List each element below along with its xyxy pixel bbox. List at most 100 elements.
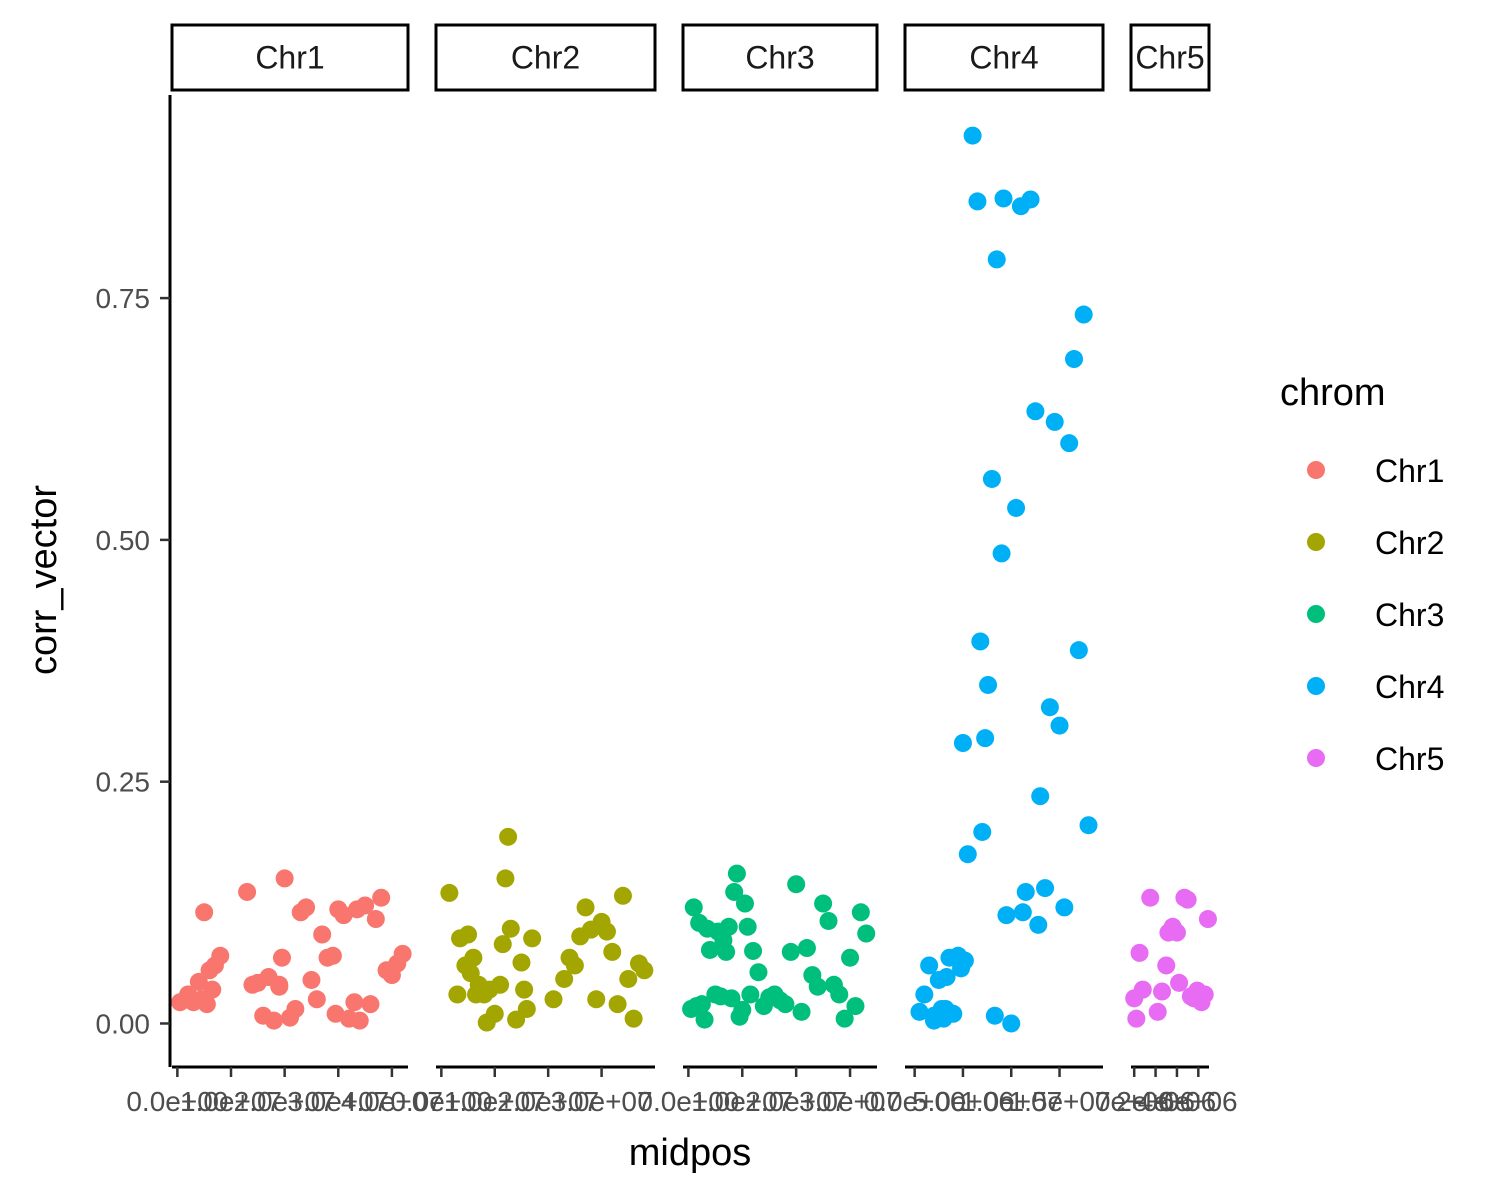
facet-strip <box>903 23 1105 92</box>
data-point <box>814 894 833 913</box>
data-point <box>1045 412 1064 431</box>
data-point <box>264 1011 283 1030</box>
facet-strip-label: Chr3 <box>745 40 814 76</box>
data-point <box>361 995 380 1014</box>
data-point <box>350 1011 369 1030</box>
x-tick-label: 1.5e+07 <box>1009 1086 1111 1117</box>
data-point <box>744 941 763 960</box>
data-point <box>787 875 806 894</box>
data-point <box>684 898 703 917</box>
x-tick-label: 4.0e+07 <box>341 1086 443 1117</box>
legend-key <box>1307 749 1325 767</box>
data-point <box>819 911 838 930</box>
legend-label: Chr1 <box>1375 453 1444 489</box>
y-tick-label: 0.25 <box>96 767 151 798</box>
facet-strip <box>170 23 410 92</box>
data-point <box>195 903 214 922</box>
data-point <box>695 1010 714 1029</box>
data-point <box>608 995 627 1014</box>
data-point <box>857 924 876 943</box>
data-point <box>307 990 326 1009</box>
data-point <box>722 989 741 1008</box>
data-point <box>323 946 342 965</box>
data-point <box>1198 910 1217 929</box>
data-point <box>211 946 230 965</box>
data-point <box>555 969 574 988</box>
data-point <box>915 985 934 1004</box>
data-point <box>313 925 332 944</box>
data-point <box>920 956 939 975</box>
x-tick-label: 2e+06 <box>1116 1086 1195 1117</box>
x-tick-label: 3.0e+07 <box>799 1086 901 1117</box>
data-point <box>597 922 616 941</box>
data-point <box>1069 641 1088 660</box>
data-point <box>1133 980 1152 999</box>
x-tick-label: 1.0e+07 <box>180 1086 282 1117</box>
data-point <box>1007 498 1026 517</box>
data-point <box>496 869 515 888</box>
data-point <box>493 935 512 954</box>
data-point <box>1026 402 1045 421</box>
data-point <box>1065 350 1084 369</box>
data-point <box>1029 915 1048 934</box>
data-point <box>1167 923 1186 942</box>
y-tick-label: 0.75 <box>96 283 151 314</box>
data-point <box>692 995 711 1014</box>
data-point <box>1148 1002 1167 1021</box>
data-point <box>464 948 483 967</box>
legend-key <box>1307 605 1325 623</box>
data-point <box>797 939 816 958</box>
data-point <box>272 948 291 967</box>
data-point <box>1031 787 1050 806</box>
data-point <box>910 1002 929 1021</box>
data-point <box>1127 1009 1146 1028</box>
y-tick-label: 0.50 <box>96 525 151 556</box>
data-point <box>523 929 542 948</box>
facet-panel-2: Chr2 0.0e+001.0e+072.0e+073.0e+07 <box>390 23 657 1117</box>
x-tick-label: 0.0e+00 <box>126 1086 228 1117</box>
data-point <box>1021 190 1040 209</box>
data-point <box>725 882 744 901</box>
x-tick-label: 4e+06 <box>1138 1086 1217 1117</box>
data-point <box>624 1009 643 1028</box>
data-point <box>345 993 364 1012</box>
data-point <box>613 886 632 905</box>
x-tick-label: 1.0e+07 <box>960 1086 1062 1117</box>
x-tick-label: 1.0e+07 <box>691 1086 793 1117</box>
facet-strip-label: Chr4 <box>969 40 1038 76</box>
x-tick-label: 3.0e+07 <box>551 1086 653 1117</box>
data-point <box>587 990 606 1009</box>
data-point <box>979 675 998 694</box>
legend-key <box>1307 461 1325 479</box>
x-axis-title: midpos <box>629 1132 752 1174</box>
data-point <box>1074 305 1093 324</box>
data-point <box>741 985 760 1004</box>
data-point <box>1002 1014 1021 1033</box>
data-point <box>1036 879 1055 898</box>
facet-strip <box>681 23 879 92</box>
legend-label: Chr5 <box>1375 741 1444 777</box>
x-tick-label: 5.0e+06 <box>912 1086 1014 1117</box>
data-point <box>286 999 305 1018</box>
facet-strip <box>434 23 657 92</box>
facet-strip-label: Chr2 <box>511 40 580 76</box>
data-point <box>994 189 1013 208</box>
data-point <box>776 995 795 1014</box>
data-point <box>270 977 289 996</box>
data-point <box>544 990 563 1009</box>
y-tick-label: 0.00 <box>96 1008 151 1039</box>
legend-key <box>1307 533 1325 551</box>
x-tick-label: 6e+06 <box>1159 1086 1238 1117</box>
data-point <box>1141 888 1160 907</box>
data-point <box>733 1000 752 1019</box>
data-point <box>719 917 738 936</box>
data-point <box>565 956 584 975</box>
data-point <box>1130 943 1149 962</box>
data-point <box>963 126 982 145</box>
facet-strip-label: Chr5 <box>1135 40 1204 76</box>
data-point <box>440 883 459 902</box>
x-tick-label: 0e+00 <box>1095 1086 1174 1117</box>
data-point <box>830 985 849 1004</box>
data-point <box>987 250 1006 269</box>
